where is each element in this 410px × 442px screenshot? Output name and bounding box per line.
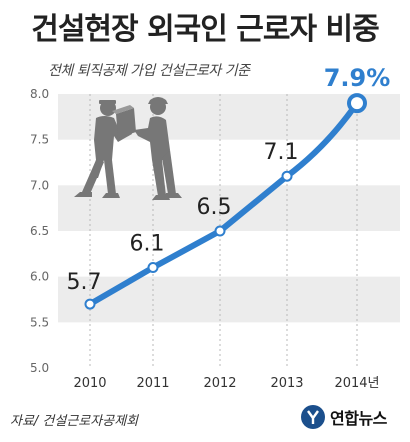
data-label: 5.7 — [67, 270, 102, 295]
y-tick-label: 7.5 — [30, 133, 49, 147]
grid-bands — [58, 94, 400, 323]
y-tick-label: 6.0 — [30, 270, 49, 284]
series-line-group — [84, 93, 367, 310]
x-axis: 2010 2011 2012 2013 2014년 — [73, 376, 379, 391]
y-tick-label: 6.5 — [30, 224, 49, 238]
data-label: 7.9% — [324, 64, 391, 92]
y-tick-label: 7.0 — [30, 178, 49, 192]
data-label: 7.1 — [264, 140, 299, 165]
source-note: 자료/ 건설근로자공제회 — [10, 414, 139, 429]
x-tick-label: 2013 — [270, 376, 303, 391]
grid-band — [58, 276, 400, 323]
y-tick-label: 5.5 — [30, 315, 49, 329]
x-tick-label: 2014년 — [334, 376, 379, 391]
x-tick-label: 2010 — [73, 376, 106, 391]
brand-logo: 연합뉴스 — [300, 401, 387, 433]
data-point — [281, 170, 293, 182]
data-point — [214, 225, 226, 237]
logo-text: 연합뉴스 — [330, 409, 387, 428]
line-chart: 5.05.56.06.57.07.58.0 2010 2011 2012 2013 20… — [30, 64, 400, 391]
data-label: 6.1 — [130, 232, 165, 257]
data-label: 6.5 — [197, 195, 232, 220]
data-labels: 5.7 6.1 6.5 7.1 7.9% — [67, 64, 391, 295]
series-line — [87, 100, 360, 308]
y-tick-label: 8.0 — [30, 87, 49, 101]
data-point — [147, 262, 159, 274]
chart-subtitle: 전체 퇴직공제 가입 건설근로자 기준 — [48, 63, 250, 79]
chart-title: 건설현장 외국인 근로자 비중 — [31, 12, 380, 47]
data-point — [347, 93, 367, 114]
y-tick-label: 5.0 — [30, 361, 49, 375]
x-tick-label: 2012 — [203, 376, 236, 391]
yonhap-logo-icon — [301, 405, 325, 429]
x-tick-label: 2011 — [136, 376, 169, 391]
workers-silhouette-icon — [74, 97, 182, 200]
data-point — [84, 298, 96, 310]
y-axis: 5.0 5.5 6.0 6.5 7.0 7.5 8.0 — [30, 87, 49, 375]
